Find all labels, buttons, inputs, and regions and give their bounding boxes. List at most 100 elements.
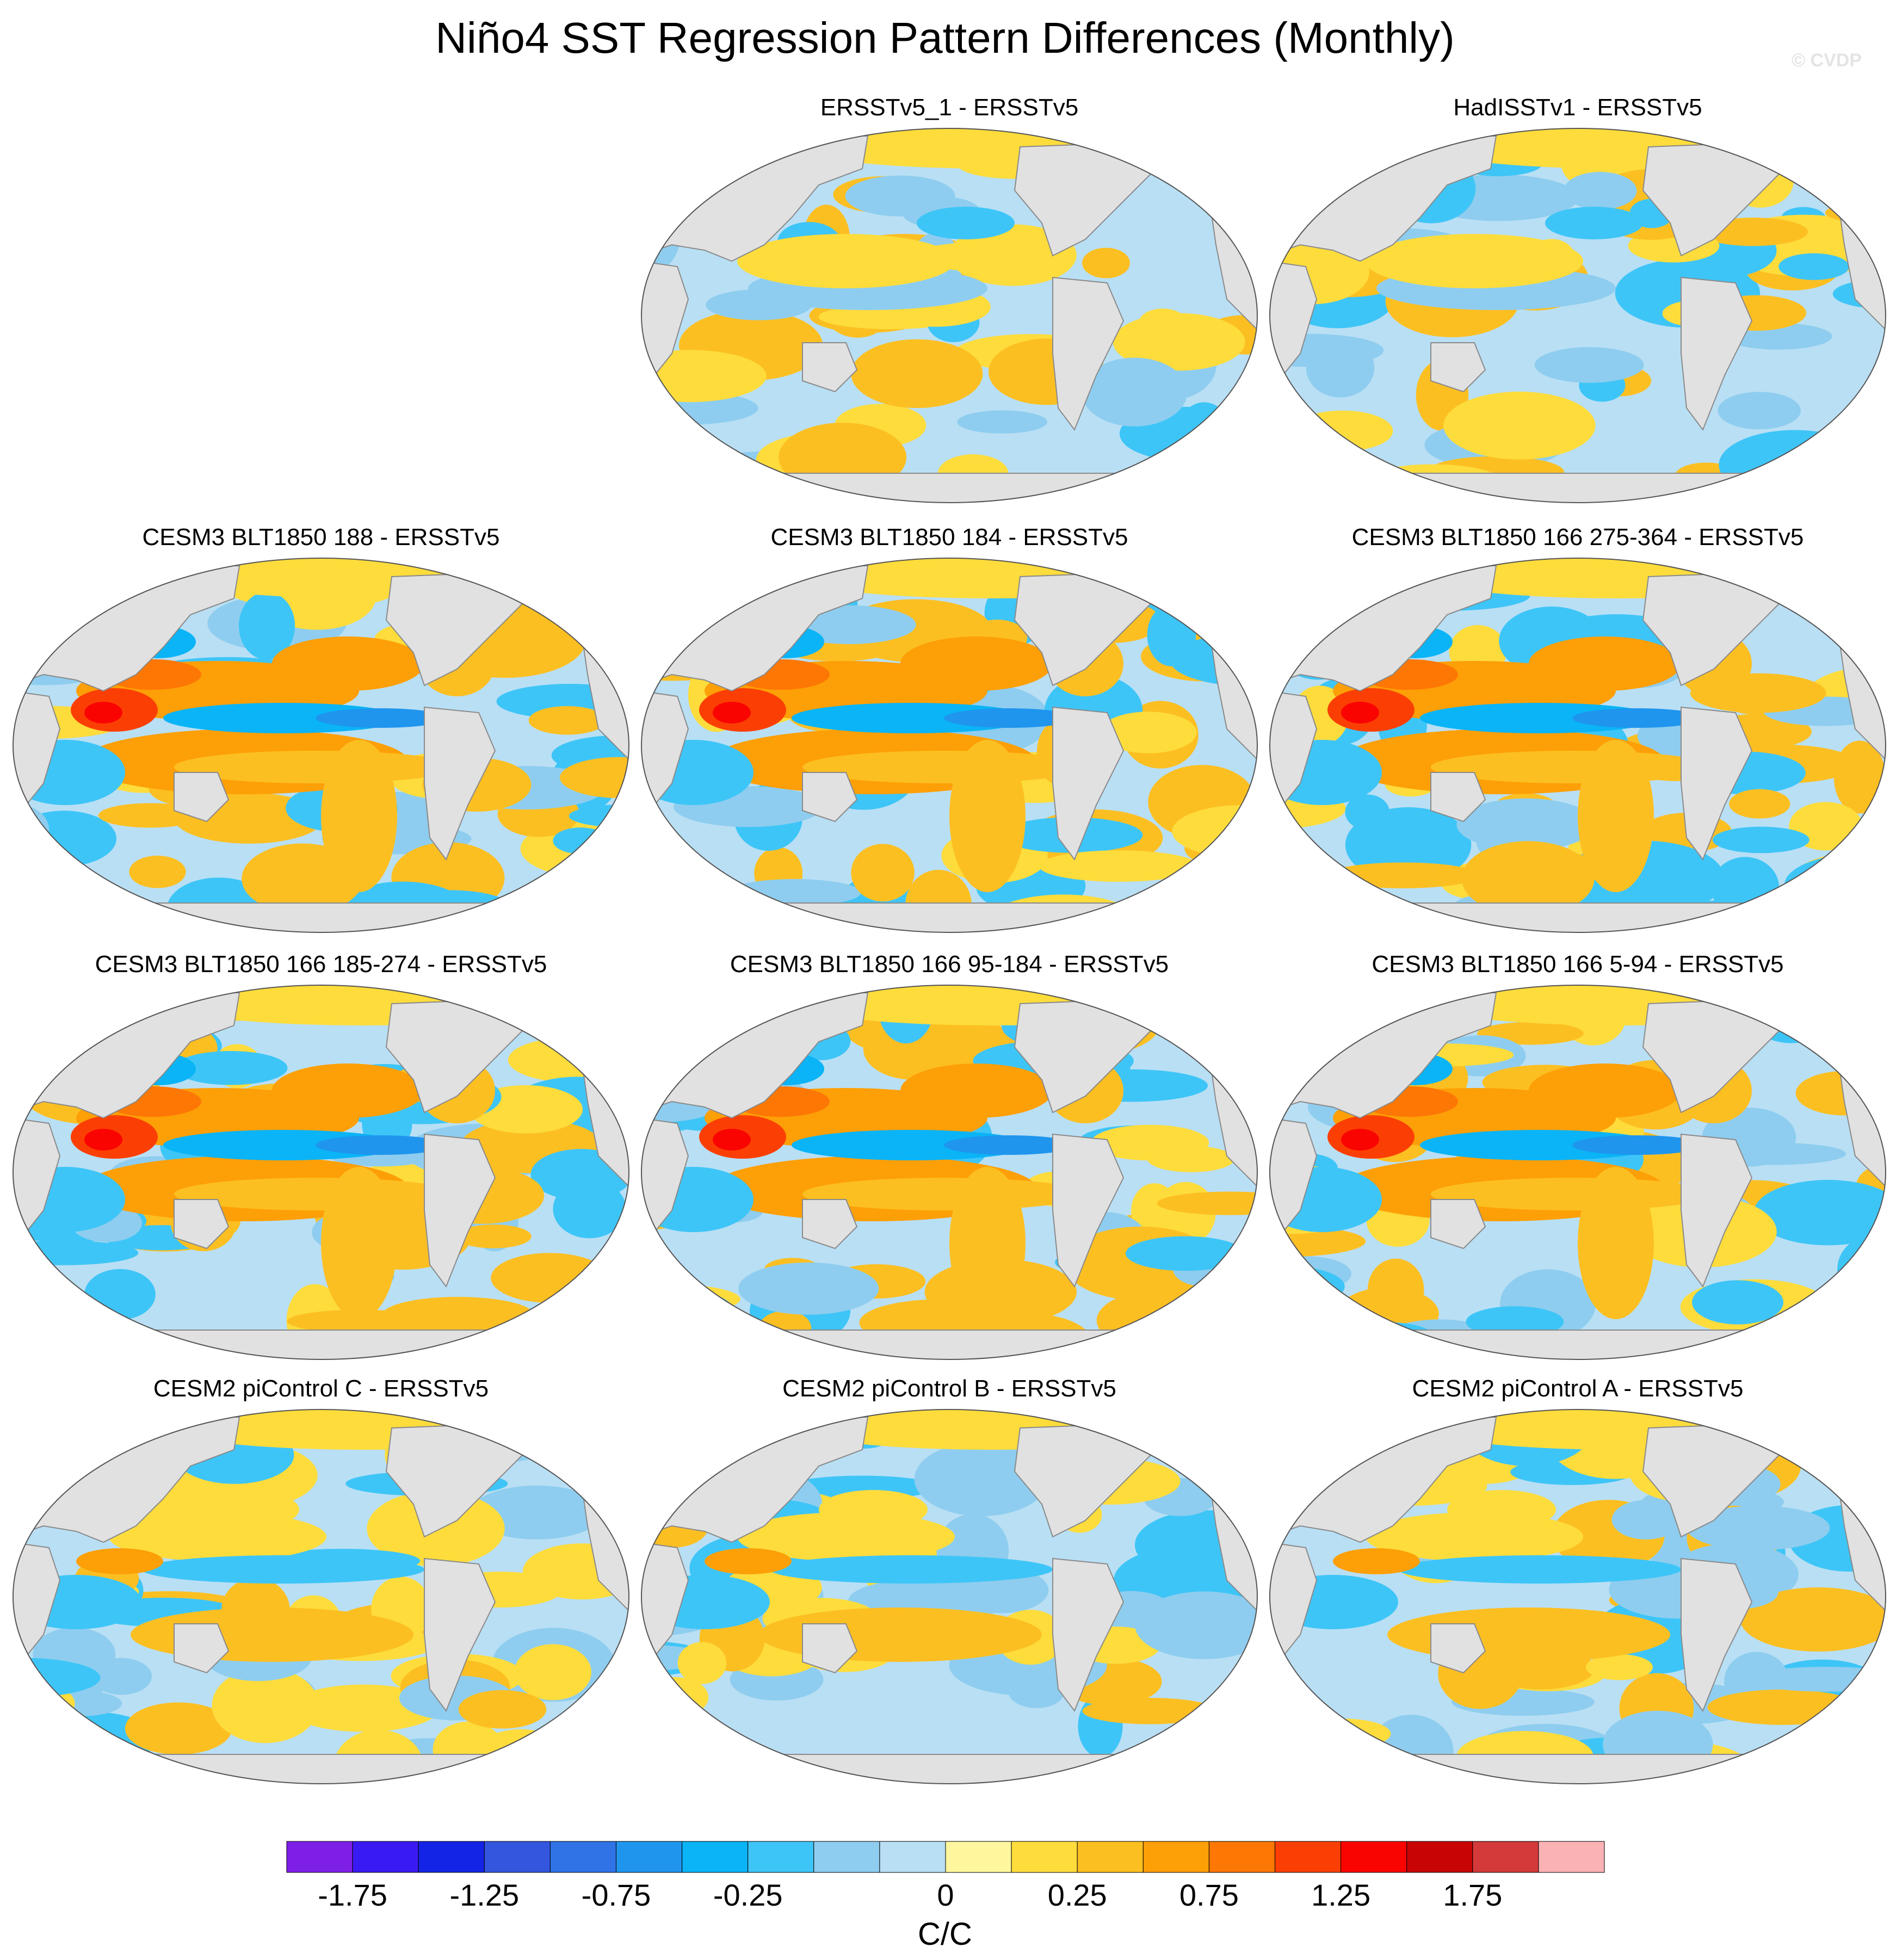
sst-anomaly-blob [1366,234,1583,288]
sst-anomaly-blob [1405,985,1475,998]
sst-anomaly-blob [1718,392,1801,430]
equatorial-cold-tongue [1398,1555,1681,1584]
equatorial-cold-tongue [141,1555,424,1584]
sst-anomaly-blob [1564,172,1637,210]
sst-anomaly-blob [504,1734,620,1784]
sst-anomaly-blob [13,985,74,998]
north-pacific-warm [900,636,1053,691]
map-outline [1269,1409,1886,1784]
land-mass [1681,1557,1753,1712]
colorbar-tick-label: 0.25 [1048,1878,1107,1912]
panel-title: CESM3 BLT1850 166 275-364 - ERSSTv5 [1351,524,1804,551]
sst-anomaly-blob [1120,1763,1178,1784]
sst-anomaly-blob [239,591,295,660]
sst-anomaly-blob [1100,712,1197,753]
land-mass [802,772,858,823]
sst-anomaly-blob [1039,850,1199,882]
sst-anomaly-blob [1345,794,1390,830]
colorbar-swatch [1406,1841,1473,1873]
sst-anomaly-blob [665,887,748,932]
sst-anomaly-blob [560,757,629,799]
land-mass [1270,1754,1886,1784]
colorbar-swatch [286,1841,353,1873]
sst-anomaly-blob [1126,1236,1245,1271]
sst-anomaly-blob [477,1325,552,1359]
sst-anomaly-blob [654,475,767,499]
sst-anomaly-blob [957,410,1048,434]
land-mass [13,1754,629,1784]
land-mass [1270,902,1886,932]
colorbar-swatch [549,1841,617,1873]
sst-anomaly-blob [1082,248,1130,279]
land-mass [174,772,230,823]
map-panel: CESM3 BLT1850 166 275-364 - ERSSTv5 [1268,522,1888,941]
global-map [13,558,629,933]
sst-anomaly-blob [641,585,691,650]
south-pacific-convergence [1578,1167,1654,1319]
sst-anomaly-blob [13,1341,115,1359]
south-pacific-convergence [321,740,397,892]
warm-pool-core [84,702,122,724]
land-mass [1430,1199,1486,1250]
sst-anomaly-blob [1586,1654,1653,1680]
land-mass [13,1330,629,1359]
map-panel: HadISSTv1 - ERSSTv5 [1268,92,1888,511]
land-mass [802,342,858,393]
land-mass [424,1133,496,1288]
sst-anomaly-blob [40,1691,122,1716]
colorbar-tick-label: 0.75 [1179,1878,1239,1912]
sst-anomaly-blob [1270,1301,1344,1326]
sst-anomaly-blob [1534,347,1644,383]
sst-anomaly-blob [13,811,116,867]
sst-anomaly-blob [1339,1322,1438,1359]
land-mass [1052,706,1125,861]
land-mass [1430,772,1486,823]
east-equatorial-cold [944,1135,1074,1155]
sst-anomaly-blob [641,1748,767,1784]
colorbar-tick-label: 1.75 [1443,1878,1502,1912]
land-mass [424,706,496,861]
global-map [13,1409,629,1784]
land-mass [641,473,1257,503]
map-panel: CESM2 piControl C - ERSSTv5 [11,1374,631,1792]
land-mass [1270,690,1318,811]
land-mass [641,902,1257,932]
land-mass [1270,1330,1886,1359]
colorbar-swatch [879,1841,946,1873]
sst-anomaly-blob [1081,357,1188,426]
land-mass [1681,706,1753,861]
sst-anomaly-blob [1740,1587,1886,1652]
sst-anomaly-blob [1292,410,1393,452]
sst-anomaly-blob [1692,1280,1784,1325]
sst-anomaly-blob [759,1310,811,1345]
land-mass [424,1557,496,1712]
sst-anomaly-blob [1475,851,1610,887]
global-map [641,128,1258,503]
sst-anomaly-blob [1387,1607,1670,1662]
map-panel: CESM3 BLT1850 166 185-274 - ERSSTv5 [11,949,631,1368]
sst-anomaly-blob [1837,1409,1886,1437]
panel-title: CESM3 BLT1850 166 5-94 - ERSSTv5 [1372,951,1784,978]
sst-anomaly-blob [433,1721,504,1778]
colorbar-label: C/C [918,1916,972,1952]
sst-anomaly-blob [1202,985,1257,1024]
north-pacific-warm [900,1064,1053,1118]
watermark: © CVDP [1792,50,1862,71]
north-pacific-warm [272,1064,424,1118]
sst-anomaly-blob [641,860,709,902]
colorbar-tick-label: -0.25 [713,1878,783,1912]
sst-anomaly-blob [1753,1179,1886,1246]
sst-anomaly-blob [665,1764,787,1784]
land-mass [1270,1541,1318,1662]
east-equatorial-cold [316,708,446,728]
sst-anomaly-blob [1008,1675,1065,1708]
colorbar-swatch [1275,1841,1342,1873]
panel-title: CESM2 piControl C - ERSSTv5 [153,1375,489,1402]
sst-anomaly-blob [677,1642,727,1684]
panel-title: CESM2 piControl B - ERSSTv5 [782,1375,1116,1402]
sst-anomaly-blob [528,706,607,735]
sst-anomaly-blob [1545,207,1643,239]
sst-anomaly-blob [689,463,737,503]
sst-anomaly-blob [287,1309,433,1333]
sst-anomaly-blob [819,1490,928,1529]
